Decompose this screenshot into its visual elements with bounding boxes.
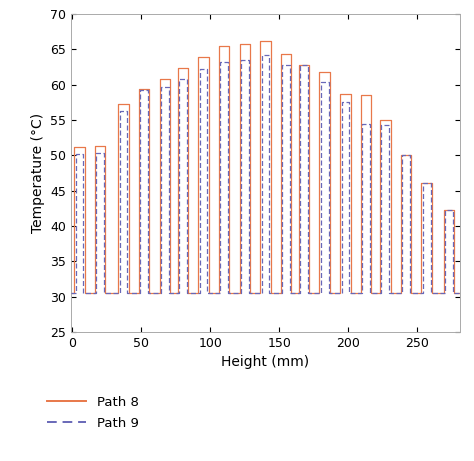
Y-axis label: Temperature (°C): Temperature (°C) (31, 113, 45, 233)
X-axis label: Height (mm): Height (mm) (221, 355, 310, 369)
Legend: Path 8, Path 9: Path 8, Path 9 (46, 396, 138, 430)
